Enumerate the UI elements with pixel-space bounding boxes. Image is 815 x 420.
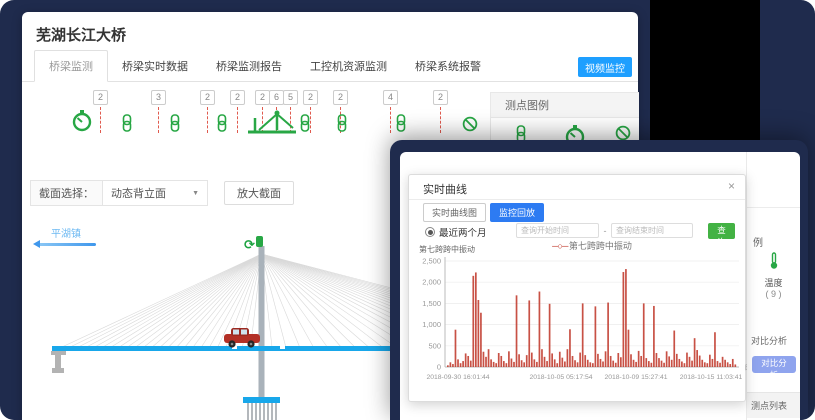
- sensor-count-badge: 2: [93, 90, 108, 105]
- section-select-value: 动态背立面: [111, 188, 166, 200]
- chart-y-axis-title: 第七跨跨中振动: [419, 245, 475, 254]
- sensor-count-badge: 2: [303, 90, 318, 105]
- location-marker: 平湖镇: [33, 225, 96, 248]
- svg-text:0: 0: [437, 363, 441, 372]
- recent-two-months-label: 最近两个月: [439, 228, 487, 239]
- chain-sensor-icon[interactable]: [216, 114, 228, 137]
- sensor-count-badge: 2: [333, 90, 348, 105]
- vibration-chart: 0 500 1,000 1,500 2,000 2,500 2018-09-30 16:01…: [422, 257, 747, 382]
- sensor-dash-line: [440, 107, 441, 133]
- sensor-count-badge: 4: [383, 90, 398, 105]
- chain-sensor-icon[interactable]: [395, 114, 407, 137]
- sensor-count-badge: 2: [200, 90, 215, 105]
- sensor-count-badge: 6: [269, 90, 284, 105]
- dialog-title: 实时曲线: [423, 184, 467, 196]
- chart-legend[interactable]: ─○─ 第七跨跨中振动: [445, 239, 739, 252]
- rotate-arrow-icon: ⟳: [244, 237, 255, 252]
- sensor-device-icon: [255, 236, 263, 247]
- bridge-sensor-icon[interactable]: [247, 108, 297, 141]
- svg-text:1,000: 1,000: [422, 320, 441, 329]
- query-end-time-input[interactable]: [611, 223, 693, 238]
- sensor-count-badge: 3: [151, 90, 166, 105]
- main-tab-3[interactable]: 工控机资源监测: [310, 61, 387, 73]
- sensor-dash-line: [340, 107, 341, 133]
- sensor-count-badge: 2: [433, 90, 448, 105]
- svg-text:2,000: 2,000: [422, 278, 441, 287]
- sensor-dash-line: [207, 107, 208, 133]
- temperature-entry[interactable]: 温度 ( 9 ): [747, 252, 800, 299]
- svg-text:500: 500: [428, 341, 441, 350]
- thermometer-icon: [770, 252, 777, 269]
- main-tab-4[interactable]: 桥梁系统报警: [415, 61, 481, 73]
- main-tab-bar: 桥梁监测 桥梁实时数据 桥梁监测报告 工控机资源监测 桥梁系统报警: [22, 50, 638, 82]
- legend-panel-title: 测点图例: [491, 93, 639, 118]
- sensor-dash-line: [290, 107, 291, 133]
- close-icon[interactable]: ×: [727, 179, 735, 193]
- svg-text:2018-10-15 11:03:41: 2018-10-15 11:03:41: [680, 374, 743, 381]
- section-controls: 截面选择： 动态背立面 ▼ 放大截面: [30, 180, 294, 206]
- query-filter-row: 最近两个月 - 查询: [409, 223, 747, 247]
- dialog-header: 实时曲线 ×: [409, 175, 745, 200]
- svg-text:2018-10-05 05:17:54: 2018-10-05 05:17:54: [529, 374, 592, 381]
- sensor-dash-line: [100, 107, 101, 133]
- chain-sensor-icon[interactable]: [299, 114, 311, 137]
- sensor-count-badge: 5: [283, 90, 298, 105]
- point-list-header: 测点列表: [747, 392, 800, 418]
- sensor-dash-line: [390, 107, 391, 133]
- location-label: 平湖镇: [51, 229, 81, 240]
- tower-sensor-icons[interactable]: ⟳: [244, 236, 263, 252]
- svg-text:2018-10-09 15:27:41: 2018-10-09 15:27:41: [604, 374, 667, 381]
- legend-title-fragment: 例: [753, 238, 763, 249]
- compare-section-header: 对比分析: [751, 336, 788, 346]
- svg-text:时间: 时间: [745, 362, 747, 372]
- compare-analysis-button[interactable]: 对比分析: [752, 356, 796, 380]
- sensor-dash-line: [158, 107, 159, 133]
- chevron-down-icon: ▼: [192, 189, 199, 197]
- app-screenshot: 例 温度 ( 9 ) 对比分析 对比分析 测点列表 实时曲线 × 实时曲线图 监控…: [400, 152, 800, 420]
- video-monitor-button[interactable]: 视频监控: [578, 57, 632, 77]
- sensor-count-badge: 2: [255, 90, 270, 105]
- gauge-sensor-icon[interactable]: [72, 110, 92, 137]
- page-title: 芜湖长江大桥: [36, 27, 127, 44]
- temperature-count: ( 9 ): [765, 289, 782, 299]
- query-button[interactable]: 查询: [708, 223, 735, 247]
- dialog-tab-bar: 实时曲线图 监控回放: [423, 203, 548, 222]
- sensor-dash-line: [310, 107, 311, 133]
- dialog-tab-0[interactable]: 实时曲线图: [423, 203, 487, 222]
- recent-two-months-radio[interactable]: [425, 227, 435, 237]
- sensor-dash-line: [262, 107, 263, 133]
- legend-series-label: 第七跨跨中振动: [568, 241, 632, 251]
- realtime-curve-card: 例 温度 ( 9 ) 对比分析 对比分析 测点列表 实时曲线 × 实时曲线图 监控…: [390, 140, 808, 420]
- dialog-tab-1[interactable]: 监控回放: [490, 203, 545, 222]
- chain-sensor-icon[interactable]: [121, 114, 133, 137]
- right-sidebar-fragment: 例 温度 ( 9 ) 对比分析 对比分析 测点列表: [746, 152, 800, 420]
- video-feed-area: [650, 0, 760, 147]
- chain-sensor-icon[interactable]: [336, 114, 348, 137]
- divider: [747, 207, 800, 208]
- svg-text:2018-09-30 16:01:44: 2018-09-30 16:01:44: [426, 374, 489, 381]
- ban-icon: [615, 125, 631, 146]
- sensor-dash-line: [237, 107, 238, 133]
- legend-marker-icon: ─○─: [552, 241, 569, 251]
- chain-sensor-icon[interactable]: [169, 114, 181, 137]
- zoom-section-button[interactable]: 放大截面: [224, 181, 294, 205]
- svg-text:2,500: 2,500: [422, 257, 441, 266]
- svg-text:1,500: 1,500: [422, 299, 441, 308]
- section-select-dropdown[interactable]: 动态背立面 ▼: [103, 180, 208, 206]
- main-tab-0[interactable]: 桥梁监测: [34, 50, 108, 82]
- main-tab-1[interactable]: 桥梁实时数据: [122, 61, 188, 73]
- query-start-time-input[interactable]: [516, 223, 599, 238]
- disabled-sensor-icon[interactable]: [462, 116, 478, 137]
- sensor-count-badge: 2: [230, 90, 245, 105]
- section-select-label: 截面选择：: [30, 180, 103, 206]
- left-arrow-icon: [33, 240, 96, 248]
- temperature-label: 温度: [764, 278, 783, 288]
- date-range-separator: -: [603, 226, 607, 236]
- main-tab-2[interactable]: 桥梁监测报告: [216, 61, 282, 73]
